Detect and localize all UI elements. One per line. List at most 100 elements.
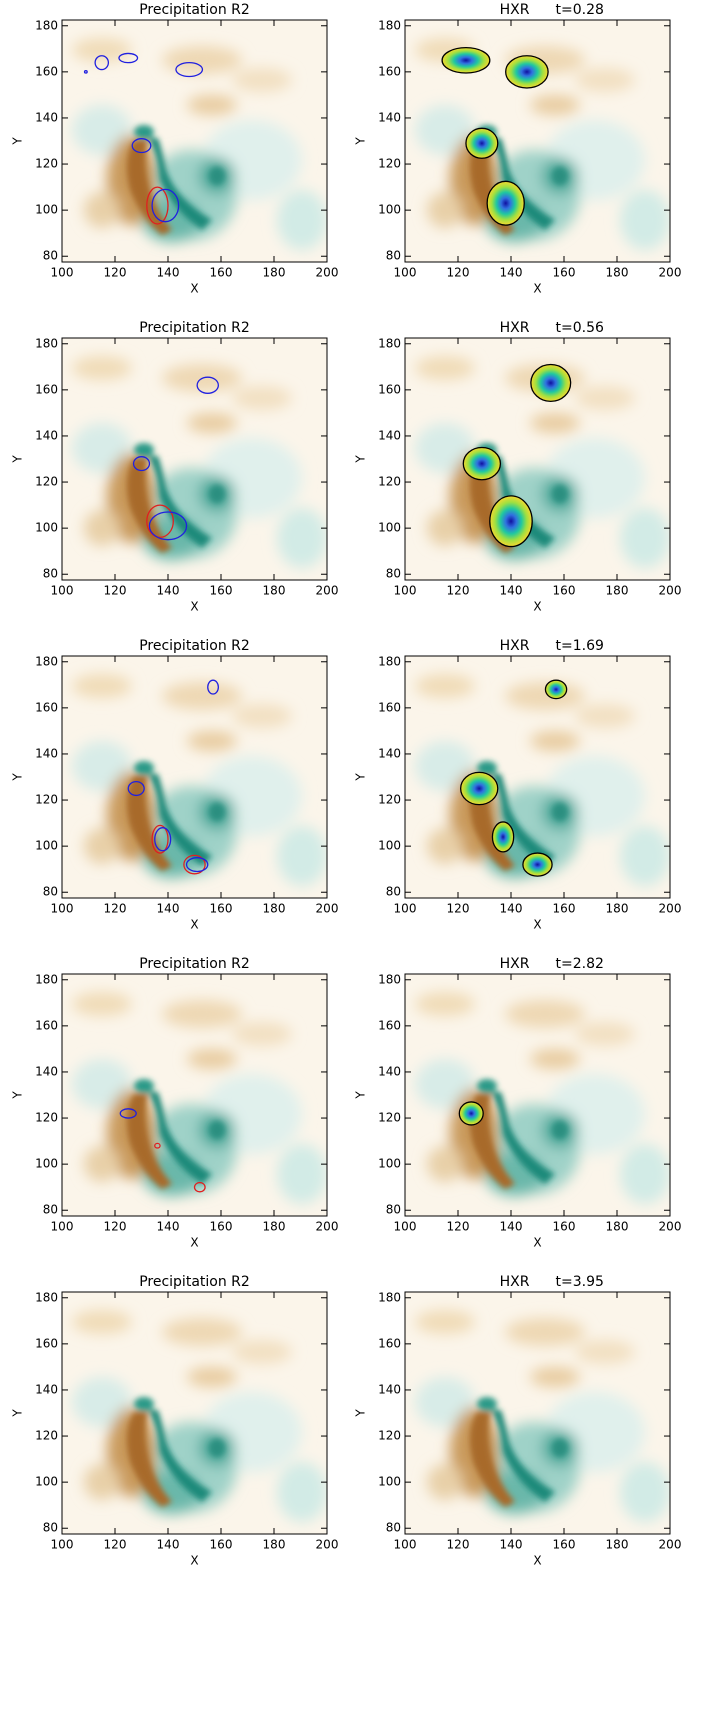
y-tick-label: 180 xyxy=(35,972,58,986)
x-tick-label: 120 xyxy=(104,266,127,280)
chart-title: HXR xyxy=(500,320,530,336)
contour xyxy=(119,1108,137,1119)
x-tick-label: 160 xyxy=(553,584,576,598)
y-tick-label: 140 xyxy=(378,428,401,442)
contours xyxy=(83,52,204,225)
x-tick-label: 140 xyxy=(500,902,523,916)
chart-title: HXR xyxy=(500,956,530,972)
y-tick-label: 180 xyxy=(378,1290,401,1304)
x-tick-label: 100 xyxy=(51,902,74,916)
y-tick-label: 80 xyxy=(386,885,401,899)
x-tick-label: 100 xyxy=(394,1220,417,1234)
y-tick-label: 120 xyxy=(35,157,58,171)
y-tick-label: 120 xyxy=(35,793,58,807)
y-tick-label: 100 xyxy=(378,521,401,535)
x-tick-label: 160 xyxy=(553,1538,576,1552)
plot-frame xyxy=(404,1291,671,1535)
contour xyxy=(118,52,139,64)
y-tick-label: 160 xyxy=(35,700,58,714)
y-axis-label: Y xyxy=(354,455,368,464)
x-tick-label: 140 xyxy=(500,266,523,280)
y-tick-label: 80 xyxy=(43,1521,58,1535)
x-tick-label: 180 xyxy=(606,1538,629,1552)
y-tick-label: 120 xyxy=(378,793,401,807)
contour xyxy=(146,504,174,539)
contour xyxy=(127,780,145,797)
y-tick-label: 80 xyxy=(43,885,58,899)
hxr-source xyxy=(458,1101,484,1126)
y-tick-label: 100 xyxy=(378,203,401,217)
x-tick-label: 100 xyxy=(51,266,74,280)
x-tick-label: 180 xyxy=(606,902,629,916)
x-tick-label: 160 xyxy=(210,902,233,916)
panel: 100 120 140 160 180 200 80 100 120 140 160 180 X Y Pre… xyxy=(11,1274,339,1568)
contour xyxy=(151,824,169,854)
x-tick-label: 120 xyxy=(447,584,470,598)
contour xyxy=(207,679,220,695)
contour xyxy=(193,1181,206,1193)
contours xyxy=(119,1108,206,1193)
contours xyxy=(462,363,572,548)
y-axis-label: Y xyxy=(11,1091,25,1100)
x-tick-label: 100 xyxy=(394,1538,417,1552)
plot-frame xyxy=(61,337,328,581)
y-tick-label: 120 xyxy=(378,1429,401,1443)
x-tick-label: 140 xyxy=(500,1220,523,1234)
contour xyxy=(196,376,219,394)
x-axis-label: X xyxy=(190,1554,198,1568)
panel: 100 120 140 160 180 200 80 100 120 140 160 180 X Y Pre… xyxy=(11,2,339,296)
contour xyxy=(154,1142,161,1149)
y-axis-label: Y xyxy=(354,773,368,782)
y-tick-label: 160 xyxy=(378,700,401,714)
contours xyxy=(132,376,219,541)
y-tick-label: 160 xyxy=(378,1336,401,1350)
y-axis-label: Y xyxy=(354,137,368,146)
y-tick-label: 140 xyxy=(35,1064,58,1078)
plot-frame xyxy=(61,1291,328,1535)
y-tick-label: 100 xyxy=(378,1157,401,1171)
x-tick-label: 100 xyxy=(51,1538,74,1552)
x-tick-label: 100 xyxy=(394,902,417,916)
y-tick-label: 120 xyxy=(378,157,401,171)
x-tick-label: 180 xyxy=(263,902,286,916)
x-tick-label: 200 xyxy=(659,1538,682,1552)
panel: 100 120 140 160 180 200 80 100 120 140 160 180 X Y HXR… xyxy=(354,1274,682,1568)
chart-title: Precipitation R2 xyxy=(139,638,250,654)
x-axis-label: X xyxy=(533,1554,541,1568)
chart-title: Precipitation R2 xyxy=(139,1274,250,1290)
x-tick-label: 160 xyxy=(210,1538,233,1552)
x-tick-label: 120 xyxy=(447,266,470,280)
x-axis-label: X xyxy=(533,1236,541,1250)
contour xyxy=(94,55,110,71)
y-tick-label: 120 xyxy=(35,1111,58,1125)
contour xyxy=(148,511,188,541)
x-tick-label: 180 xyxy=(606,266,629,280)
magnetogram xyxy=(62,338,327,580)
contour xyxy=(83,70,88,74)
y-tick-label: 160 xyxy=(35,1018,58,1032)
y-tick-label: 80 xyxy=(386,249,401,263)
y-tick-label: 180 xyxy=(378,654,401,668)
x-tick-label: 200 xyxy=(316,1538,339,1552)
x-tick-label: 140 xyxy=(157,1538,180,1552)
hxr-source xyxy=(522,852,553,877)
x-tick-label: 160 xyxy=(553,902,576,916)
y-tick-label: 120 xyxy=(378,1111,401,1125)
x-tick-label: 120 xyxy=(447,1538,470,1552)
x-tick-label: 200 xyxy=(659,584,682,598)
chart-title: Precipitation R2 xyxy=(139,320,250,336)
hxr-source xyxy=(441,47,491,74)
x-tick-label: 180 xyxy=(606,1220,629,1234)
chart-title: Precipitation R2 xyxy=(139,2,250,18)
x-tick-label: 120 xyxy=(447,1220,470,1234)
x-tick-label: 180 xyxy=(263,584,286,598)
panel: 100 120 140 160 180 200 80 100 120 140 160 180 X Y Pre… xyxy=(11,956,339,1250)
x-axis-label: X xyxy=(190,1236,198,1250)
y-tick-label: 180 xyxy=(35,654,58,668)
y-tick-label: 100 xyxy=(378,1475,401,1489)
x-tick-label: 140 xyxy=(157,902,180,916)
chart-title: HXR xyxy=(500,1274,530,1290)
y-tick-label: 100 xyxy=(35,839,58,853)
x-axis-label: X xyxy=(190,282,198,296)
